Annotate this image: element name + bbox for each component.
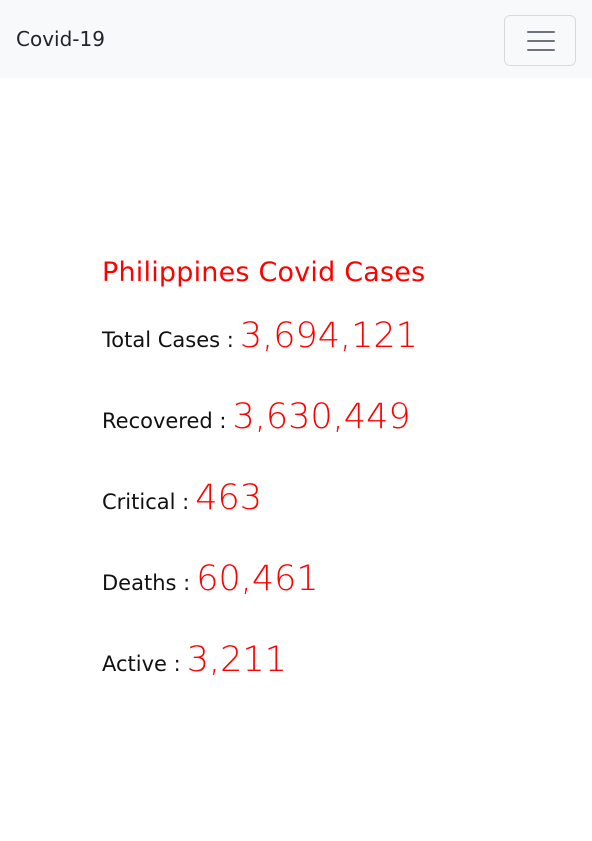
stat-value: 3,211 <box>186 640 287 680</box>
navbar-brand[interactable]: Covid-19 <box>16 27 105 51</box>
stat-deaths: Deaths : 60,461 <box>102 518 562 599</box>
stat-label: Total Cases : <box>102 328 234 352</box>
stat-value: 463 <box>195 478 263 518</box>
stat-label: Active : <box>102 652 181 676</box>
stat-total-cases: Total Cases : 3,694,121 <box>102 292 562 356</box>
navbar: Covid-19 <box>0 0 592 78</box>
stat-critical: Critical : 463 <box>102 437 562 518</box>
stat-label: Recovered : <box>102 409 227 433</box>
stat-label: Critical : <box>102 490 190 514</box>
stat-value: 3,630,449 <box>232 397 411 437</box>
stat-label: Deaths : <box>102 571 191 595</box>
hamburger-menu-icon <box>527 30 555 52</box>
page-title: Philippines Covid Cases <box>102 257 426 288</box>
stat-recovered: Recovered : 3,630,449 <box>102 356 562 437</box>
stat-value: 3,694,121 <box>239 316 418 356</box>
stat-value: 60,461 <box>196 559 319 599</box>
covid-stats-panel: Philippines Covid Cases Total Cases : 3,… <box>102 254 562 680</box>
stat-active: Active : 3,211 <box>102 599 562 680</box>
navbar-toggle-button[interactable] <box>504 15 576 66</box>
